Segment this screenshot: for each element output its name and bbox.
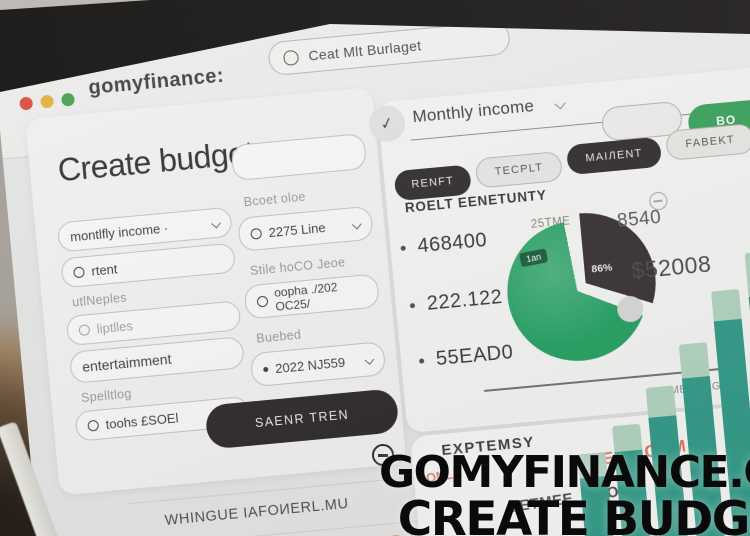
style-label: Stile hoCO Jeoe: [249, 255, 346, 279]
select-one-field[interactable]: 2275 Line: [237, 205, 374, 252]
utilities-value: liptlles: [96, 317, 134, 336]
overlay-headline-line1: GOMYFINANCE.CO: [378, 447, 750, 499]
spending-value: toohs £SOEl: [104, 409, 180, 432]
circle-icon: [72, 265, 85, 278]
side-value: 8540: [616, 206, 663, 232]
entertainment-value: entertaimment: [81, 350, 173, 375]
chevron-down-icon: [351, 219, 362, 229]
bullet-icon: [400, 245, 406, 252]
app-logo: gomyfinance:: [87, 64, 226, 100]
monthly-income-select-label: montlfly income ·: [69, 219, 169, 244]
chevron-down-icon: [211, 218, 221, 228]
overlay-headline-line2: CREATE BUDGET: [397, 492, 750, 536]
select-one-label: Bcoet oloe: [243, 189, 307, 210]
search-text: Ceat Mlt Burlaget: [307, 37, 422, 64]
style-value: oopha ./202 OC25/: [273, 280, 339, 314]
bullet-icon: [409, 302, 416, 309]
create-budget-card: Create budget montlfly income · rtent ut…: [25, 87, 407, 496]
window-zoom-button[interactable]: [60, 92, 76, 107]
style-field[interactable]: oopha ./202 OC25/: [243, 273, 381, 320]
page-title: Create budget: [56, 134, 256, 189]
search-icon: [282, 49, 300, 66]
window-close-button[interactable]: [19, 96, 34, 111]
bullet-icon: [263, 366, 269, 372]
select-one-value: 2275 Line: [267, 219, 327, 240]
chevron-down-icon: [364, 354, 375, 365]
budget-date-select[interactable]: 2022 NJ559: [249, 341, 387, 388]
window-minimize-button[interactable]: [40, 94, 55, 109]
circle-icon: [256, 295, 269, 308]
overlay-minus-icon: [372, 444, 394, 466]
circle-icon: [250, 227, 263, 240]
budget-date-value: 2022 NJ559: [274, 354, 346, 376]
bullet-icon: [418, 358, 425, 364]
utilities-label: utlNeples: [71, 290, 128, 310]
rent-value: rtent: [90, 260, 119, 279]
circle-icon: [87, 419, 100, 432]
overlay-headline: GOMYFINANCE.CO CREATE BUDGET: [378, 447, 750, 536]
budget-label: Buebed: [255, 327, 302, 346]
spending-label: Spelltlog: [80, 386, 133, 406]
circle-icon: [78, 323, 91, 336]
